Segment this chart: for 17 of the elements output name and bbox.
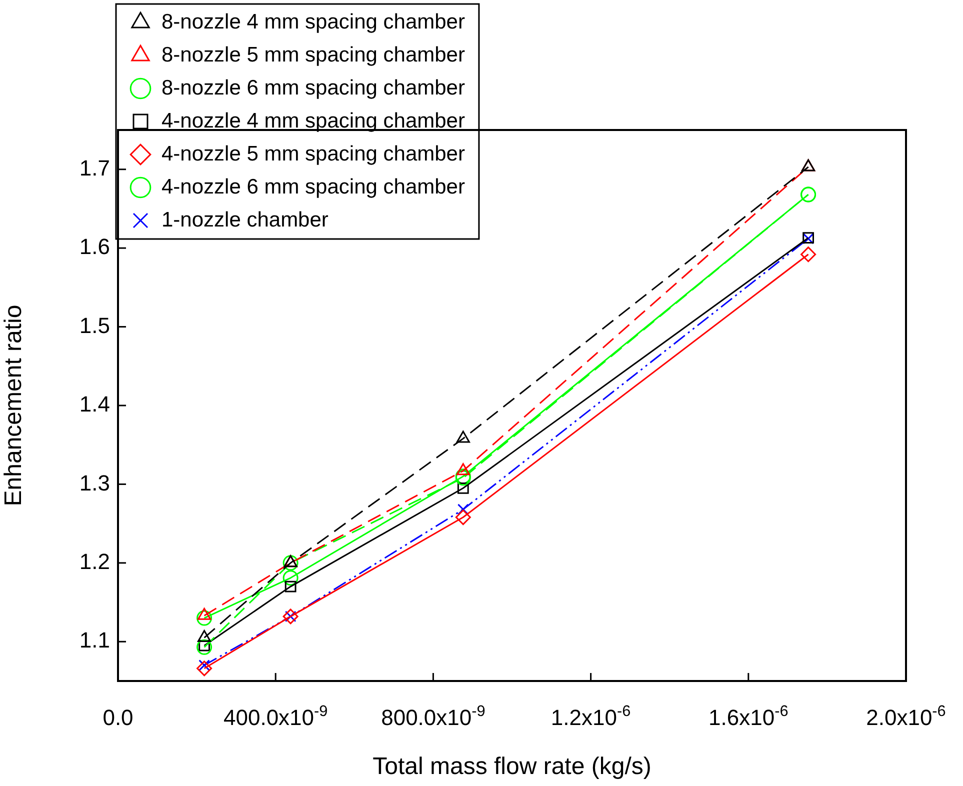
y-tick-label: 1.5 — [79, 312, 110, 338]
y-tick-label: 1.2 — [79, 548, 110, 574]
y-tick-label: 1.1 — [79, 628, 110, 653]
legend-label: 8-nozzle 5 mm spacing chamber — [162, 43, 465, 66]
y-tick-label: 1.7 — [79, 155, 110, 180]
legend-label: 1-nozzle chamber — [162, 208, 328, 232]
legend-label: 4-nozzle 5 mm spacing chamber — [162, 142, 465, 166]
y-axis-title: Enhancement ratio — [0, 304, 28, 506]
legend-label: 8-nozzle 6 mm spacing chamber — [162, 76, 465, 100]
y-tick-label: 1.6 — [79, 234, 110, 260]
y-tick-label: 1.4 — [79, 392, 110, 417]
y-tick-label: 1.3 — [79, 470, 110, 496]
legend-label: 8-nozzle 4 mm spacing chamber — [162, 10, 465, 34]
x-tick-label: 0.0 — [102, 705, 134, 730]
legend-label: 4-nozzle 4 mm spacing chamber — [162, 109, 465, 132]
x-axis-title: Total mass flow rate (kg/s) — [372, 753, 652, 780]
legend-label: 4-nozzle 6 mm spacing chamber — [162, 175, 465, 198]
